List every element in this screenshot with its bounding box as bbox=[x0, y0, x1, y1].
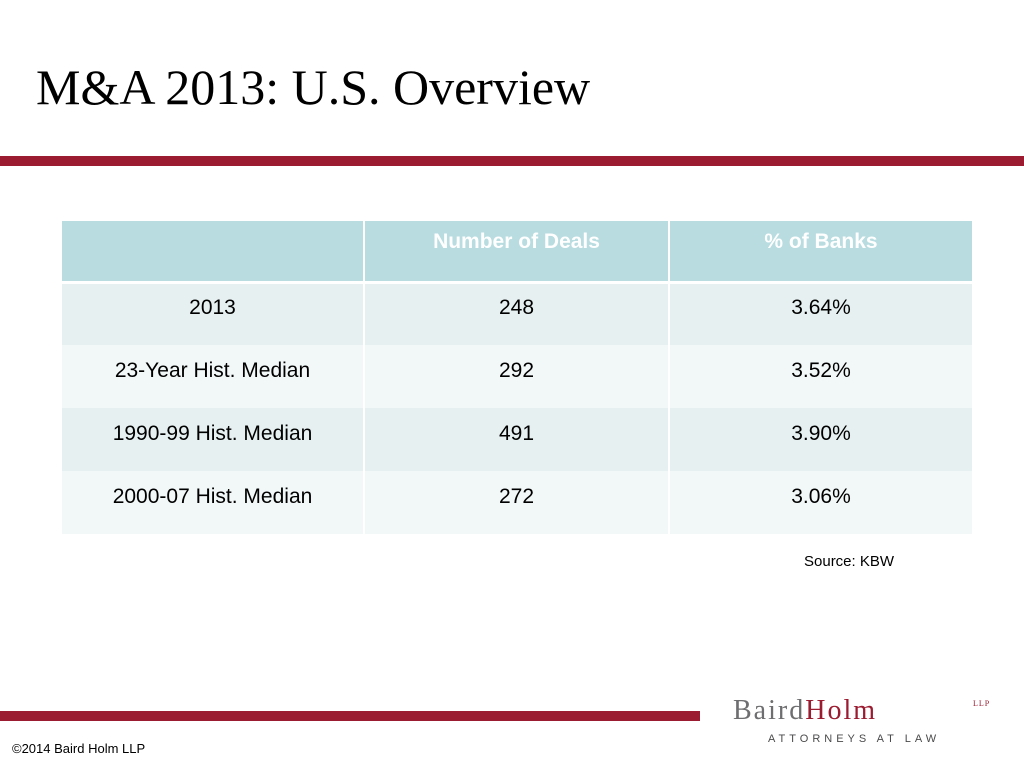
table-row: 2013 248 3.64% bbox=[60, 282, 974, 345]
logo-baird-text: Baird bbox=[733, 695, 806, 726]
column-header-percent-of-banks: % of Banks bbox=[668, 221, 974, 284]
number-of-deals-cell: 272 bbox=[363, 471, 670, 534]
table-row: 1990-99 Hist. Median 491 3.90% bbox=[60, 408, 974, 471]
source-note: Source: KBW bbox=[804, 553, 895, 570]
copyright-text: ©2014 Baird Holm LLP bbox=[12, 741, 146, 756]
ma-overview-table: Number of Deals % of Banks 2013 248 3.64… bbox=[60, 221, 974, 534]
logo-tagline: ATTORNEYS AT LAW bbox=[768, 733, 941, 745]
slide-title: M&A 2013: U.S. Overview bbox=[36, 59, 591, 115]
table-header-row: Number of Deals % of Banks bbox=[60, 221, 974, 284]
number-of-deals-cell: 491 bbox=[363, 408, 670, 471]
logo-llp-text: LLP bbox=[973, 699, 991, 708]
column-header-empty bbox=[60, 221, 365, 284]
percent-of-banks-cell: 3.06% bbox=[668, 471, 974, 534]
row-label: 23-Year Hist. Median bbox=[60, 345, 365, 408]
number-of-deals-cell: 248 bbox=[363, 282, 670, 345]
row-label: 2000-07 Hist. Median bbox=[60, 471, 365, 534]
logo-holm-text: Holm bbox=[805, 695, 877, 726]
footer-divider bbox=[0, 711, 700, 721]
baird-holm-logo: BairdHolm LLP ATTORNEYS AT LAW bbox=[733, 697, 993, 747]
title-divider bbox=[0, 156, 1024, 166]
table-row: 23-Year Hist. Median 292 3.52% bbox=[60, 345, 974, 408]
percent-of-banks-cell: 3.64% bbox=[668, 282, 974, 345]
table-row: 2000-07 Hist. Median 272 3.06% bbox=[60, 471, 974, 534]
row-label: 1990-99 Hist. Median bbox=[60, 408, 365, 471]
logo-wordmark: BairdHolm bbox=[733, 697, 877, 725]
number-of-deals-cell: 292 bbox=[363, 345, 670, 408]
column-header-number-of-deals: Number of Deals bbox=[363, 221, 670, 284]
percent-of-banks-cell: 3.90% bbox=[668, 408, 974, 471]
row-label: 2013 bbox=[60, 282, 365, 345]
percent-of-banks-cell: 3.52% bbox=[668, 345, 974, 408]
